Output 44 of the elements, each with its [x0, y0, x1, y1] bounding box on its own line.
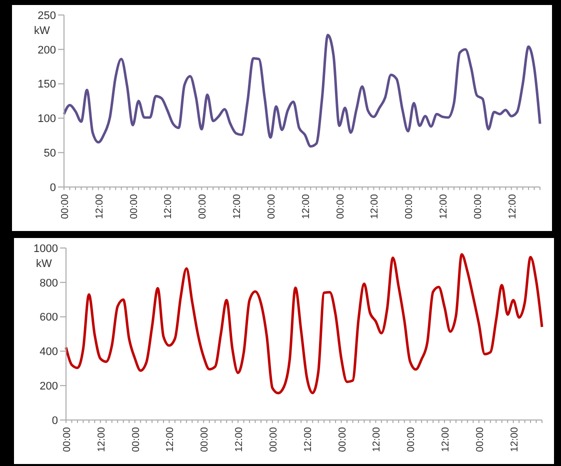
line-series: [62, 34, 542, 148]
y-axis-title: kW: [34, 25, 50, 37]
x-tick-label: 00:00: [406, 426, 418, 452]
y-tick-label: 400: [40, 346, 58, 358]
x-tick-label: 12:00: [370, 194, 381, 220]
y-tick-label: 50: [44, 148, 56, 160]
x-tick-label: 12:00: [96, 426, 108, 452]
x-tick-label: 12:00: [438, 194, 450, 220]
y-tick-label: 800: [40, 277, 58, 290]
x-tick-label: 12:00: [507, 194, 518, 220]
x-tick-label: 12:00: [165, 426, 176, 452]
line-series: [64, 253, 544, 394]
x-tick-label: 00:00: [62, 426, 73, 452]
x-tick-label: 00:00: [200, 426, 211, 452]
x-tick-label: 00:00: [198, 194, 209, 220]
y-tick-label: 200: [40, 380, 58, 393]
x-tick-label: 12:00: [440, 426, 452, 452]
x-tick-label: 00:00: [337, 426, 348, 452]
y-tick-label: 1000: [34, 242, 58, 255]
x-tick-label: 00:00: [335, 194, 346, 220]
y-tick-label: 250: [38, 10, 56, 22]
y-tick-label: 0: [50, 182, 56, 194]
x-tick-label: 12:00: [163, 194, 174, 220]
x-tick-label: 12:00: [232, 194, 244, 220]
y-tick-label: 150: [38, 78, 56, 91]
x-tick-label: 00:00: [404, 194, 416, 220]
x-tick-label: 12:00: [302, 426, 314, 452]
y-axis-title: kW: [36, 258, 52, 270]
x-tick-label: 00:00: [130, 426, 142, 452]
x-tick-label: 12:00: [234, 426, 246, 452]
y-tick-label: 100: [38, 113, 56, 126]
y-tick-label: 200: [38, 44, 56, 56]
y-tick-label: 600: [40, 312, 58, 324]
y-tick-label: 0: [52, 414, 58, 427]
x-tick-label: 00:00: [266, 194, 278, 220]
x-tick-label: 12:00: [509, 426, 520, 452]
x-tick-label: 12:00: [372, 426, 383, 452]
x-tick-label: 12:00: [94, 194, 106, 220]
x-tick-label: 00:00: [474, 426, 486, 452]
x-tick-label: 00:00: [60, 194, 71, 220]
x-tick-label: 00:00: [268, 426, 280, 452]
x-tick-label: 00:00: [472, 194, 484, 220]
x-tick-label: 00:00: [128, 194, 140, 220]
x-tick-label: 12:00: [300, 194, 312, 220]
